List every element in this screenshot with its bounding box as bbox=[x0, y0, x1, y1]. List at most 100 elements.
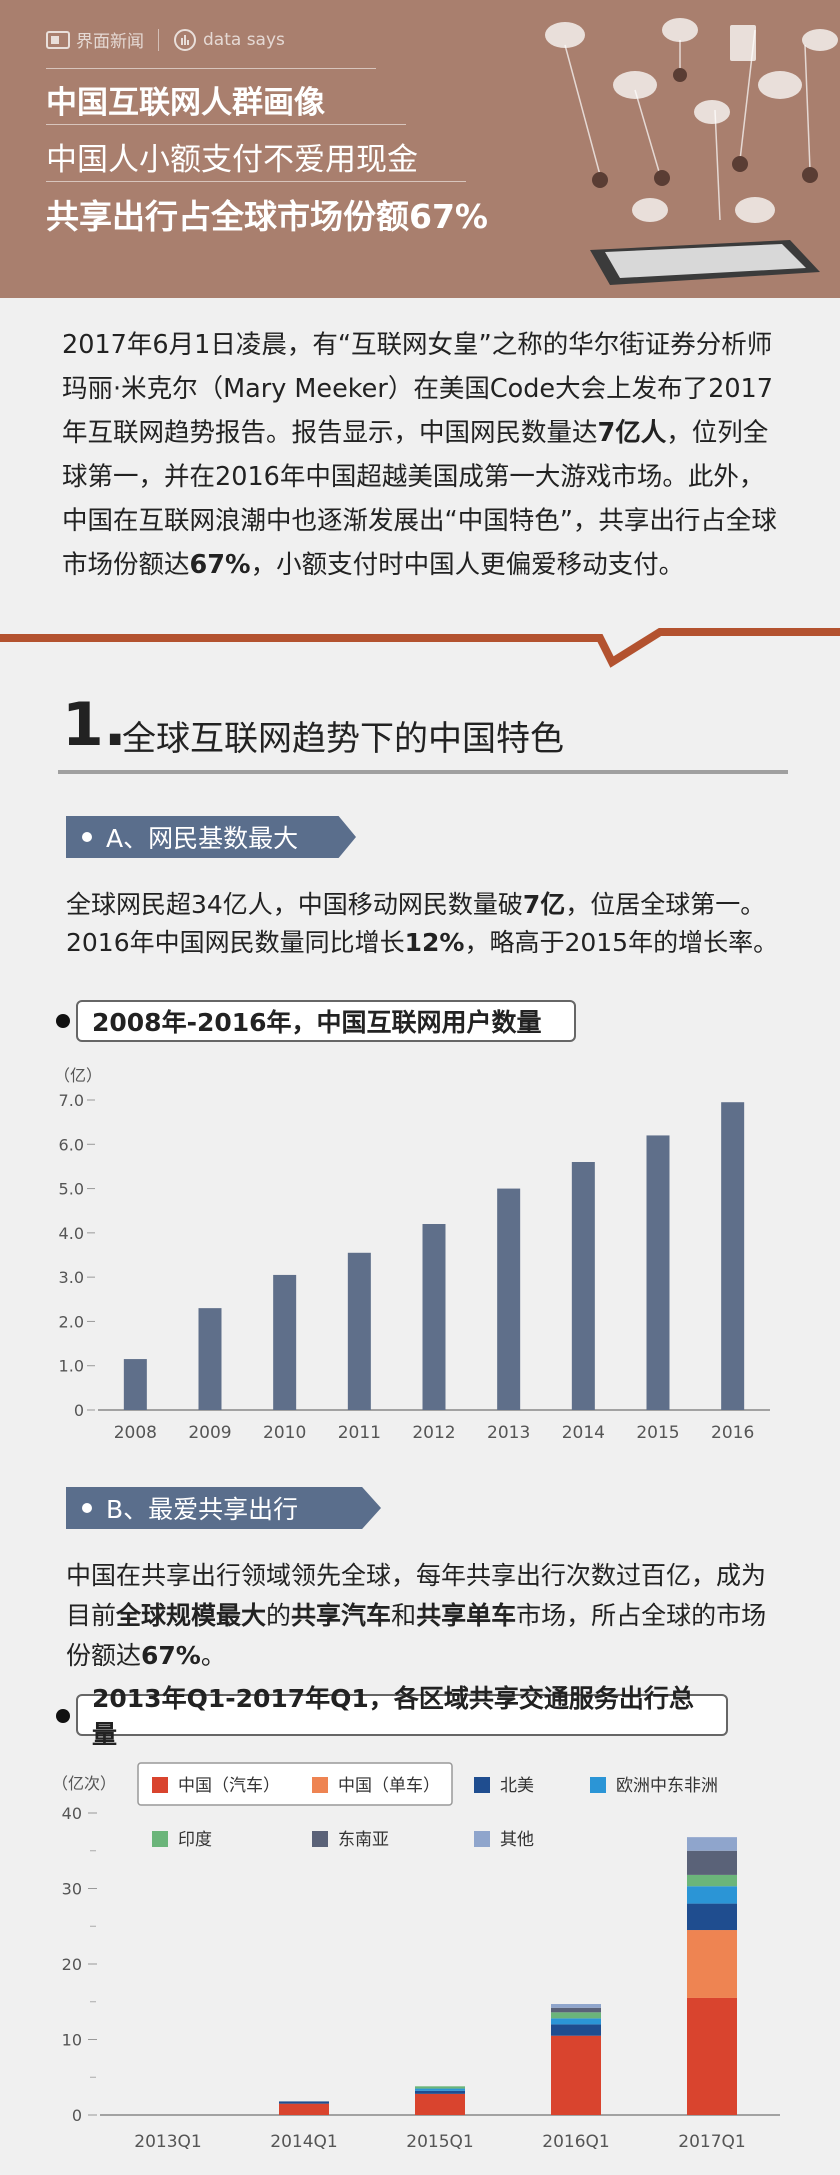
bar-2016Q1-印度 bbox=[551, 2012, 601, 2019]
part-b-bold-4: 67% bbox=[141, 1641, 201, 1670]
bar-2016Q1-欧洲中东非洲 bbox=[551, 2018, 601, 2025]
tag-part-a-label: A、网民基数最大 bbox=[106, 824, 299, 853]
section-title: 全球互联网趋势下的中国特色 bbox=[122, 719, 564, 759]
y-tick-label: 7.0 bbox=[59, 1091, 84, 1110]
bar-2017Q1-中国（汽车） bbox=[687, 1997, 737, 2115]
bar-2015 bbox=[646, 1135, 670, 1410]
bar-2017Q1-印度 bbox=[687, 1874, 737, 1887]
bar-2010 bbox=[273, 1274, 297, 1410]
tag-dot bbox=[82, 832, 92, 842]
part-b-bold-3: 共享单车 bbox=[416, 1601, 517, 1630]
y-tick-label: 6.0 bbox=[59, 1135, 84, 1154]
header-banner: 界面新闻 data says 中国互联网人群画像 中国人小额支付不爱用现金 共享… bbox=[0, 0, 840, 298]
legend-label: 中国（单车） bbox=[338, 1776, 440, 1796]
x-tick-label: 2017Q1 bbox=[678, 2132, 745, 2152]
y-tick-label: 2.0 bbox=[59, 1312, 84, 1331]
chart1-bullet bbox=[56, 1014, 70, 1028]
tag-part-b-label: B、最爱共享出行 bbox=[106, 1495, 299, 1524]
part-b-text-2: 的 bbox=[266, 1601, 292, 1630]
part-b-text-3: 和 bbox=[391, 1601, 417, 1630]
legend-swatch bbox=[474, 1831, 490, 1847]
x-tick-label: 2013Q1 bbox=[134, 2132, 201, 2152]
part-b-bold-2: 共享汽车 bbox=[291, 1601, 392, 1630]
bar-2014Q1-北美 bbox=[279, 2101, 329, 2104]
x-tick-label: 2014Q1 bbox=[270, 2132, 337, 2152]
x-tick-label: 2015Q1 bbox=[406, 2132, 473, 2152]
header-rule-1 bbox=[46, 68, 376, 69]
jiemian-logo: 界面新闻 bbox=[46, 27, 144, 52]
part-b-text-1: 中国在共享出行领域领先全球，每年共享出行次数过百亿，成为目前 bbox=[66, 1561, 767, 1630]
legend-label: 欧洲中东非洲 bbox=[616, 1776, 718, 1796]
logo-divider bbox=[158, 28, 159, 51]
bar-2011 bbox=[347, 1252, 371, 1410]
bar-2017Q1-其他 bbox=[687, 1837, 737, 1851]
bar-2009 bbox=[198, 1308, 222, 1410]
bar-2016Q1-中国（汽车） bbox=[551, 2035, 601, 2115]
part-a-text-3: ，略高于2015年的增长率。 bbox=[464, 928, 779, 957]
bar-2016Q1-其他 bbox=[551, 2004, 601, 2008]
part-a-bold-2: 12% bbox=[404, 928, 465, 957]
bar-2017Q1-东南亚 bbox=[687, 1850, 737, 1875]
part-a-text-2: ，位居全球第一。2016年中国网民数量同比增长 bbox=[66, 890, 766, 957]
bar-2016 bbox=[721, 1102, 745, 1410]
bar-2012 bbox=[422, 1224, 446, 1410]
x-tick-label: 2009 bbox=[188, 1423, 231, 1443]
legend-swatch bbox=[312, 1777, 328, 1793]
internet-users-bar-chart: （亿） 0 1.0 2.0 3.0 4.0 5.0 6.0 7.0 2008 2009 2010 201… bbox=[54, 1066, 770, 1443]
section-rule bbox=[58, 770, 788, 774]
intro-paragraph: 2017年6月1日凌晨，有“互联网女皇”之称的华尔街证券分析师玛丽·米克尔（Ma… bbox=[62, 323, 782, 587]
y-axis-unit: （亿次） bbox=[52, 1774, 116, 1793]
logo2-text: data says bbox=[203, 29, 285, 50]
legend-label: 中国（汽车） bbox=[178, 1776, 280, 1796]
bar-2016Q1-东南亚 bbox=[551, 2007, 601, 2013]
y-tick-label: 10 bbox=[62, 2031, 82, 2050]
tag-part-a: A、网民基数最大 bbox=[66, 816, 356, 858]
data-says-logo: data says bbox=[173, 28, 285, 52]
header-line-1: 中国互联网人群画像 bbox=[46, 85, 325, 121]
part-b-paragraph: 中国在共享出行领域领先全球，每年共享出行次数过百亿，成为目前全球规模最大的共享汽… bbox=[66, 1556, 786, 1676]
y-tick-label: 4.0 bbox=[59, 1224, 84, 1243]
legend-label: 其他 bbox=[500, 1830, 534, 1850]
y-tick-label: 20 bbox=[62, 1955, 82, 1974]
part-a-text-1: 全球网民超34亿人，中国移动网民数量破 bbox=[66, 890, 523, 919]
bar-2008 bbox=[123, 1359, 147, 1410]
intro-bold-2: 67% bbox=[189, 550, 251, 580]
chart1-title: 2008年-2016年，中国互联网用户数量 bbox=[76, 1000, 576, 1042]
legend-swatch bbox=[152, 1777, 168, 1793]
chart2-title: 2013年Q1-2017年Q1，各区域共享交通服务出行总量 bbox=[76, 1684, 728, 1749]
section-number: 1. bbox=[62, 690, 127, 760]
bar-2017Q1-中国（单车） bbox=[687, 1930, 737, 1998]
intro-bold-1: 7亿人 bbox=[597, 418, 667, 448]
x-tick-label: 2011 bbox=[338, 1423, 381, 1443]
intro-text-3: ，小额支付时中国人更偏爱移动支付。 bbox=[250, 550, 685, 580]
part-b-bold-1: 全球规模最大 bbox=[116, 1601, 267, 1630]
chart2-bullet bbox=[56, 1709, 70, 1723]
legend-swatch bbox=[474, 1777, 490, 1793]
part-b-text-4: 市场，所占全球的市场份额达 bbox=[66, 1601, 767, 1670]
bar-2015Q1-印度 bbox=[415, 2086, 465, 2089]
bar-2014 bbox=[571, 1162, 595, 1410]
zigzag-divider bbox=[0, 628, 840, 668]
y-tick-label: 0 bbox=[74, 1401, 84, 1420]
bar-2014Q1-中国（汽车） bbox=[279, 2103, 329, 2115]
bar-2013 bbox=[497, 1188, 521, 1410]
y-tick-label: 0 bbox=[72, 2106, 82, 2125]
legend-swatch bbox=[312, 1831, 328, 1847]
header-rule-3 bbox=[46, 181, 466, 182]
y-axis-unit: （亿） bbox=[54, 1066, 102, 1085]
logo-text: 界面新闻 bbox=[76, 32, 144, 52]
part-a-paragraph: 全球网民超34亿人，中国移动网民数量破7亿，位居全球第一。2016年中国网民数量… bbox=[66, 886, 786, 962]
news-logo-icon bbox=[46, 30, 70, 49]
x-tick-label: 2013 bbox=[487, 1423, 530, 1443]
bar-2017Q1-欧洲中东非洲 bbox=[687, 1886, 737, 1904]
bar-2015Q1-欧洲中东非洲 bbox=[415, 2088, 465, 2091]
legend-box bbox=[137, 1762, 453, 1806]
tag-dot bbox=[82, 1503, 92, 1513]
part-b-text-5: 。 bbox=[200, 1641, 226, 1670]
bar-2015Q1-中国（汽车） bbox=[415, 2093, 465, 2115]
intro-text-1: 2017年6月1日凌晨，有“互联网女皇”之称的华尔街证券分析师玛丽·米克尔（Ma… bbox=[62, 330, 774, 448]
legend-swatch bbox=[590, 1777, 606, 1793]
legend-label: 印度 bbox=[178, 1830, 212, 1850]
